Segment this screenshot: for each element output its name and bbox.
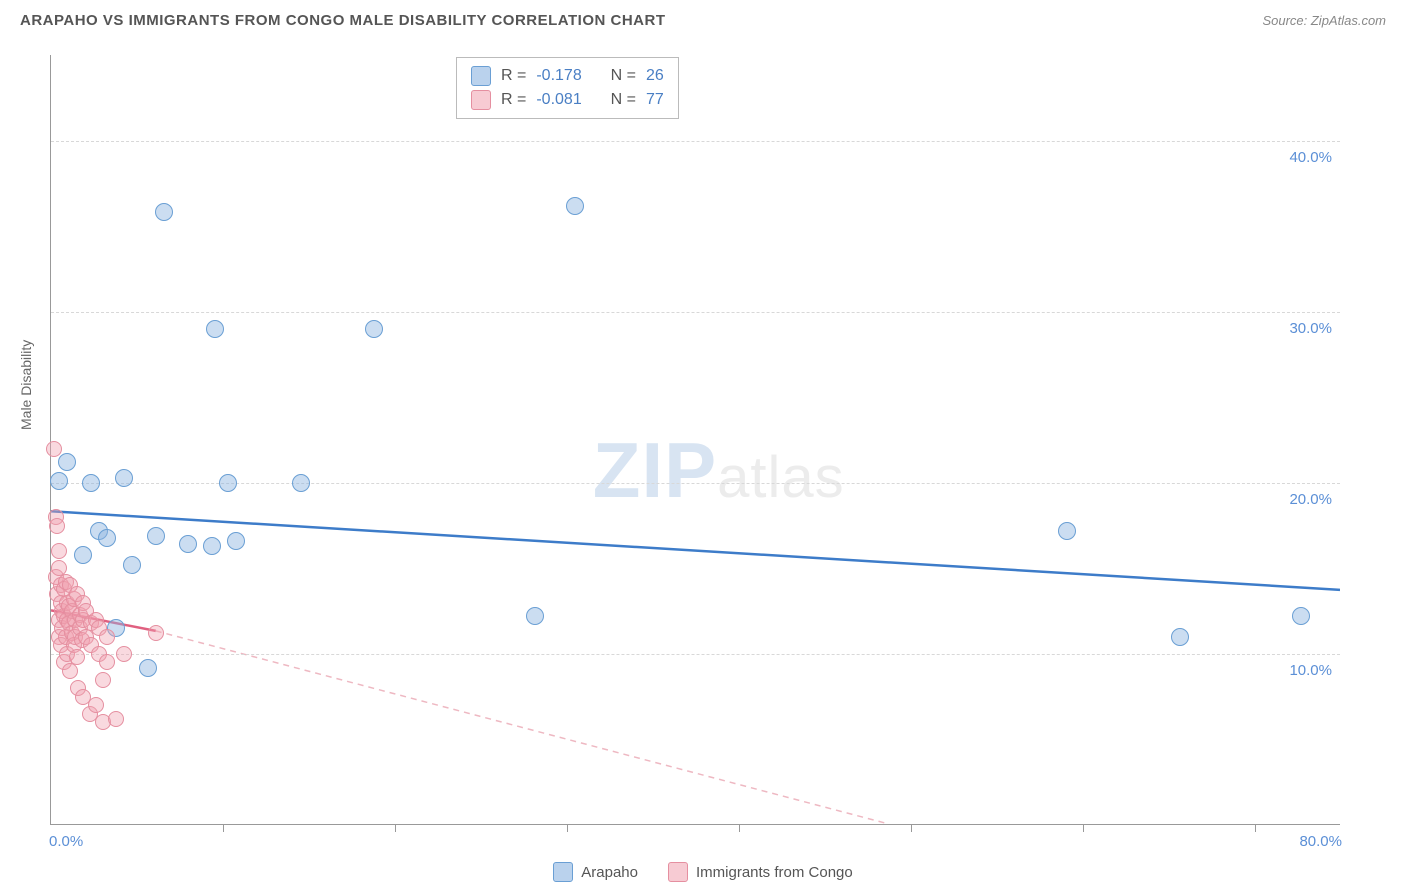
- scatter-point: [365, 320, 383, 338]
- y-axis-label: Male Disability: [18, 340, 34, 430]
- scatter-point: [69, 649, 85, 665]
- x-tick: [1255, 824, 1256, 832]
- scatter-point: [292, 474, 310, 492]
- scatter-point: [566, 197, 584, 215]
- source-attribution: Source: ZipAtlas.com: [1262, 13, 1386, 28]
- legend-label-congo: Immigrants from Congo: [696, 864, 853, 881]
- scatter-point: [82, 474, 100, 492]
- stats-row-arapaho: R = -0.178 N = 26: [471, 64, 664, 88]
- swatch-blue-icon: [471, 66, 491, 86]
- scatter-point: [115, 469, 133, 487]
- x-tick: [395, 824, 396, 832]
- scatter-point: [99, 654, 115, 670]
- y-tick-label: 30.0%: [1289, 320, 1332, 337]
- scatter-point: [203, 537, 221, 555]
- y-tick-label: 40.0%: [1289, 149, 1332, 166]
- r-label: R =: [501, 67, 526, 85]
- y-tick-label: 20.0%: [1289, 491, 1332, 508]
- x-tick: [223, 824, 224, 832]
- scatter-point: [147, 527, 165, 545]
- y-tick-label: 10.0%: [1289, 662, 1332, 679]
- n-value-congo: 77: [646, 91, 664, 109]
- scatter-point: [51, 543, 67, 559]
- n-label: N =: [611, 67, 636, 85]
- scatter-point: [46, 441, 62, 457]
- scatter-point: [50, 472, 68, 490]
- x-tick: [739, 824, 740, 832]
- legend-item-congo: Immigrants from Congo: [668, 862, 853, 882]
- scatter-point: [1171, 628, 1189, 646]
- scatter-point: [206, 320, 224, 338]
- watermark-atlas: atlas: [717, 444, 845, 511]
- scatter-point: [1292, 607, 1310, 625]
- watermark-zip: ZIP: [593, 425, 717, 516]
- scatter-point: [99, 629, 115, 645]
- r-label: R =: [501, 91, 526, 109]
- chart-header: ARAPAHO VS IMMIGRANTS FROM CONGO MALE DI…: [0, 0, 1406, 37]
- gridline: [51, 312, 1340, 313]
- scatter-point: [155, 203, 173, 221]
- scatter-point: [227, 532, 245, 550]
- watermark-logo: ZIPatlas: [593, 425, 845, 516]
- scatter-point: [108, 711, 124, 727]
- stats-row-congo: R = -0.081 N = 77: [471, 88, 664, 112]
- scatter-point: [219, 474, 237, 492]
- x-axis-start-label: 0.0%: [49, 833, 83, 850]
- n-label: N =: [611, 91, 636, 109]
- legend-label-arapaho: Arapaho: [581, 864, 638, 881]
- scatter-point: [74, 546, 92, 564]
- n-value-arapaho: 26: [646, 67, 664, 85]
- scatter-point: [98, 529, 116, 547]
- r-value-arapaho: -0.178: [536, 67, 581, 85]
- scatter-point: [526, 607, 544, 625]
- scatter-point: [1058, 522, 1076, 540]
- scatter-point: [95, 672, 111, 688]
- scatter-point: [49, 518, 65, 534]
- scatter-point: [148, 625, 164, 641]
- trend-lines: [51, 55, 1340, 824]
- legend-swatch-pink-icon: [668, 862, 688, 882]
- r-value-congo: -0.081: [536, 91, 581, 109]
- legend-swatch-blue-icon: [553, 862, 573, 882]
- gridline: [51, 654, 1340, 655]
- x-tick: [1083, 824, 1084, 832]
- x-axis-end-label: 80.0%: [1299, 833, 1342, 850]
- scatter-point: [88, 697, 104, 713]
- swatch-pink-icon: [471, 90, 491, 110]
- scatter-point: [116, 646, 132, 662]
- scatter-point: [58, 453, 76, 471]
- scatter-point: [62, 663, 78, 679]
- legend: Arapaho Immigrants from Congo: [0, 862, 1406, 882]
- legend-item-arapaho: Arapaho: [553, 862, 638, 882]
- gridline: [51, 483, 1340, 484]
- correlation-stats-box: R = -0.178 N = 26 R = -0.081 N = 77: [456, 57, 679, 119]
- scatter-point: [123, 556, 141, 574]
- scatter-point: [139, 659, 157, 677]
- scatter-point: [179, 535, 197, 553]
- scatter-chart: ZIPatlas R = -0.178 N = 26 R = -0.081 N …: [50, 55, 1340, 825]
- gridline: [51, 141, 1340, 142]
- chart-title: ARAPAHO VS IMMIGRANTS FROM CONGO MALE DI…: [20, 12, 666, 29]
- x-tick: [911, 824, 912, 832]
- x-tick: [567, 824, 568, 832]
